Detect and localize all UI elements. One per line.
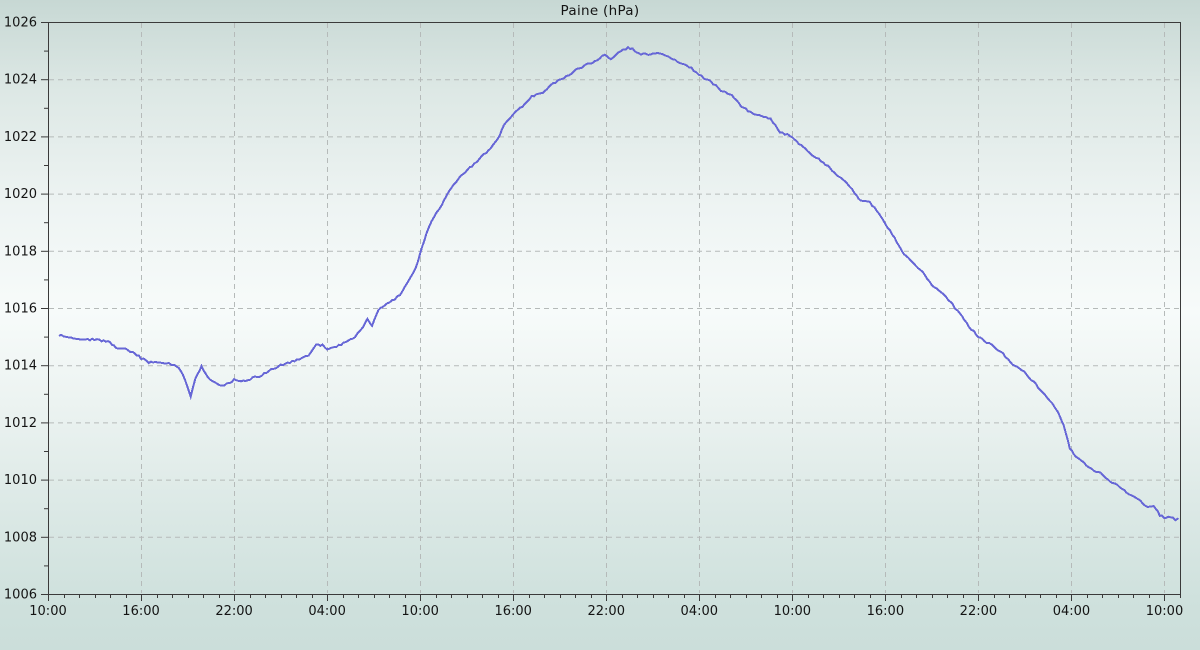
y-tick-label: 1022: [4, 130, 37, 145]
x-tick-label: 22:00: [588, 604, 625, 619]
x-tick-label: 22:00: [215, 604, 252, 619]
x-tick-label: 10:00: [29, 604, 66, 619]
x-tick-label: 10:00: [401, 604, 438, 619]
y-tick-label: 1006: [4, 588, 37, 603]
y-tick-label: 1020: [4, 187, 37, 202]
chart-title: Paine (hPa): [560, 3, 640, 19]
y-tick-label: 1018: [4, 244, 37, 259]
x-tick-label: 04:00: [308, 604, 345, 619]
y-tick-label: 1012: [4, 416, 37, 431]
x-tick-label: 16:00: [494, 604, 531, 619]
gridlines: [49, 23, 1179, 593]
x-tick-label: 10:00: [774, 604, 811, 619]
y-tick-label: 1008: [4, 530, 37, 545]
x-tick-label: 04:00: [681, 604, 718, 619]
y-tick-label: 1026: [4, 16, 37, 31]
y-tick-label: 1016: [4, 302, 37, 317]
tick-labels: 1006 1008 1010 1012 1014 1016 1018 1020 1022 1024…: [4, 16, 1183, 620]
y-tick-label: 1014: [4, 359, 37, 374]
axis-ticks: [41, 22, 1181, 601]
plot-frame: [48, 22, 1181, 595]
x-tick-label: 16:00: [122, 604, 159, 619]
x-tick-label: 22:00: [960, 604, 997, 619]
x-tick-label: 10:00: [1146, 604, 1183, 619]
x-tick-label: 04:00: [1053, 604, 1090, 619]
x-tick-label: 16:00: [867, 604, 904, 619]
y-tick-label: 1010: [4, 473, 37, 488]
pressure-series-line: [58, 45, 1179, 522]
y-tick-label: 1024: [4, 73, 37, 88]
